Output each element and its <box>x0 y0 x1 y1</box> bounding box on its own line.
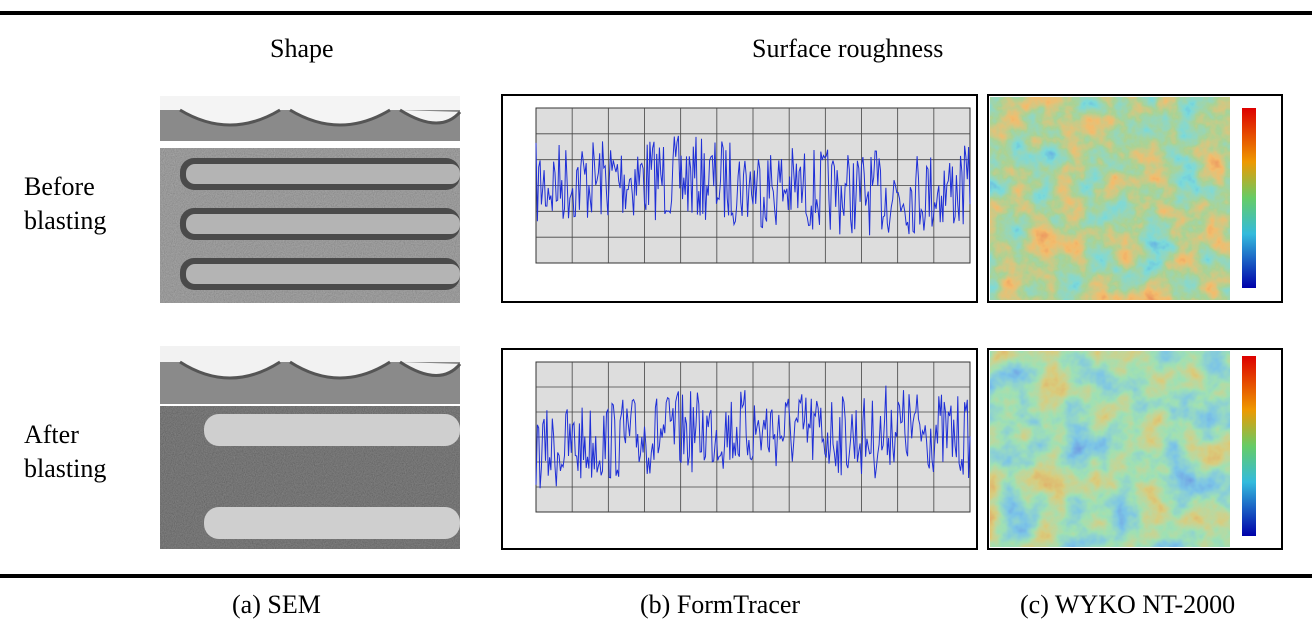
wyko-after <box>987 348 1283 550</box>
row-label: After blasting <box>24 420 107 483</box>
sem-before <box>160 96 462 303</box>
row-label: Before blasting <box>24 172 107 235</box>
sem-after <box>160 346 462 549</box>
column-header: Surface roughness <box>752 34 944 63</box>
column-header: Shape <box>270 34 334 63</box>
caption: (a) SEM <box>232 590 321 619</box>
caption: (c) WYKO NT-2000 <box>1020 590 1236 619</box>
top-rule <box>0 11 1312 15</box>
profile-line <box>535 135 971 236</box>
bottom-rule <box>0 574 1312 578</box>
profile-line <box>535 385 971 489</box>
wyko-before <box>987 94 1283 303</box>
formtracer-before <box>501 94 978 303</box>
caption: (b) FormTracer <box>640 590 801 619</box>
formtracer-after <box>501 348 978 550</box>
